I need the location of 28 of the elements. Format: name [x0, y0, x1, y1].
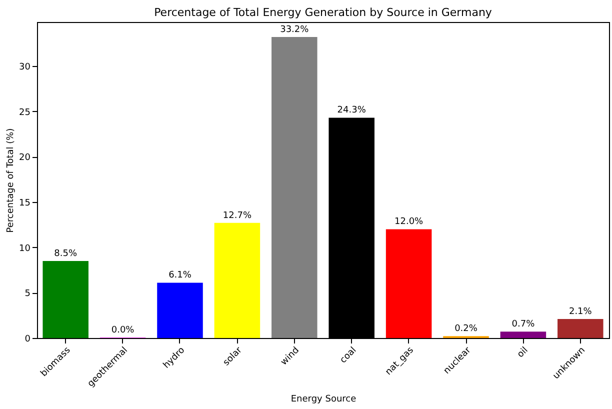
y-tick-label: 25 — [19, 108, 30, 118]
y-axis-title: Percentage of Total (%) — [6, 128, 16, 233]
bar — [386, 229, 432, 338]
bar — [157, 282, 203, 338]
y-tick-label: 5 — [24, 289, 30, 300]
data-label: 6.1% — [168, 270, 192, 281]
y-tick-label: 30 — [19, 62, 31, 73]
data-label: 2.1% — [568, 306, 592, 317]
bar — [500, 332, 546, 338]
data-label: 33.2% — [280, 25, 310, 36]
x-axis-title: Energy Source — [290, 394, 357, 405]
data-label: 12.7% — [222, 210, 252, 221]
bar — [214, 222, 260, 338]
data-label: 8.5% — [54, 248, 78, 259]
y-tick-label: 20 — [19, 153, 31, 164]
data-label: 24.3% — [337, 106, 366, 116]
bar — [42, 260, 88, 338]
chart-title: Percentage of Total Energy Generation by Source in Germany — [154, 6, 492, 19]
data-label: 0.2% — [454, 324, 478, 334]
y-tick-label: 0 — [24, 334, 31, 344]
data-label: 0.0% — [111, 326, 135, 336]
y-tick-label: 15 — [19, 198, 30, 209]
bar — [558, 318, 604, 338]
y-tick-label: 10 — [19, 244, 31, 254]
data-label: 0.7% — [512, 320, 536, 330]
x-tick-label: oil — [516, 346, 530, 360]
data-label: 12.0% — [394, 217, 424, 228]
bar — [272, 37, 318, 338]
